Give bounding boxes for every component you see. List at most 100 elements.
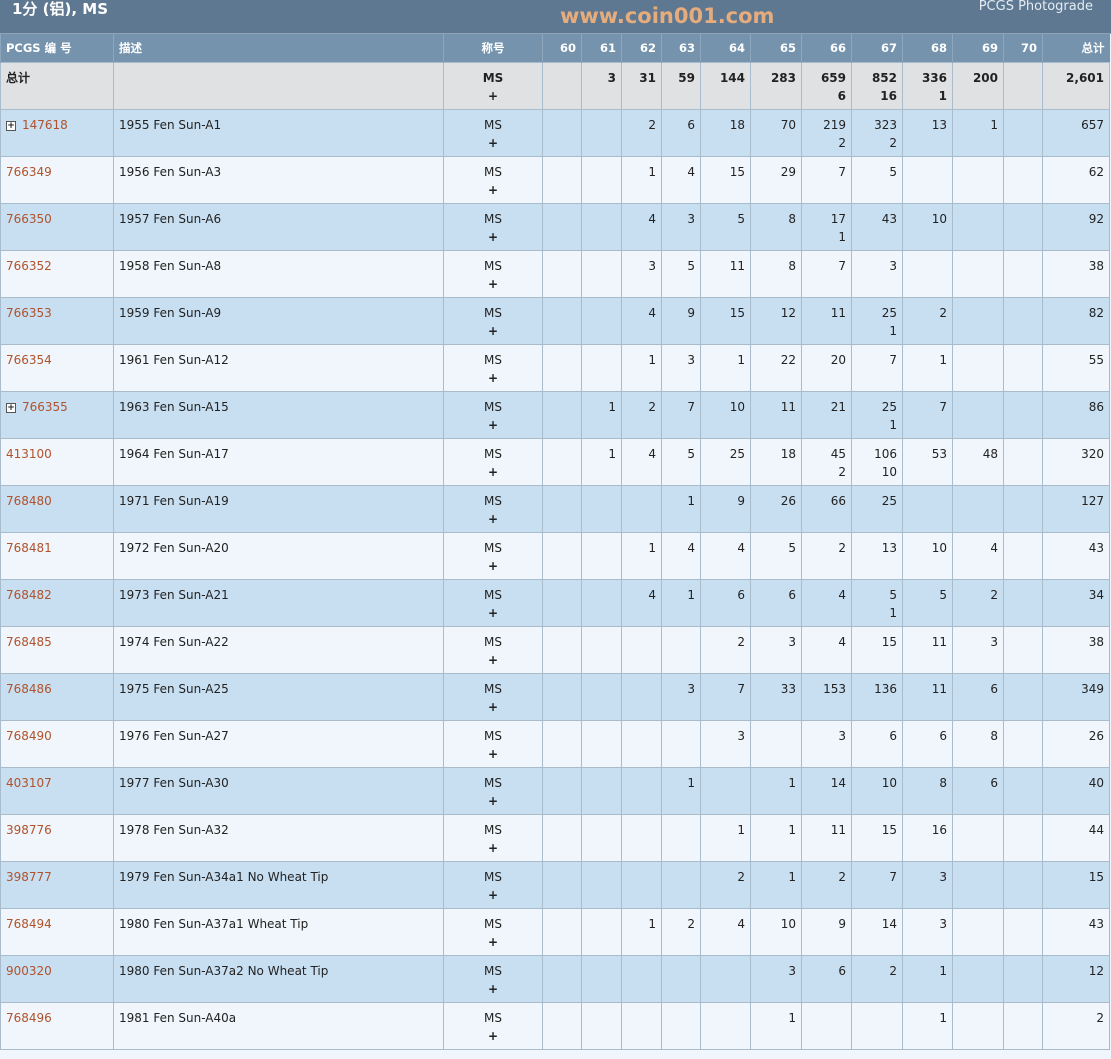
grade-count[interactable]: 10 <box>729 400 745 414</box>
grade-count[interactable]: 4 <box>648 306 656 320</box>
grade-cell-66[interactable]: 66 <box>801 485 852 533</box>
grade-count[interactable]: 25 <box>881 306 897 320</box>
grade-cell-66[interactable]: 4 <box>801 626 852 674</box>
pcgs-number-link[interactable]: 768496 <box>6 1011 52 1025</box>
grade-cell-65[interactable]: 3 <box>750 626 802 674</box>
grade-cell-63[interactable]: 1 <box>661 485 701 533</box>
pcgs-number-link[interactable]: 766350 <box>6 212 52 226</box>
grade-cell-62[interactable]: 1 <box>621 156 662 204</box>
grade-cell-63[interactable]: 3 <box>661 673 701 721</box>
grade-cell-65[interactable]: 10 <box>750 908 802 956</box>
grade-cell-68[interactable]: 7 <box>902 391 953 439</box>
grade-count[interactable]: 336 <box>921 71 947 85</box>
grade-cell-63[interactable]: 4 <box>661 532 701 580</box>
grade-count[interactable]: 8 <box>788 212 796 226</box>
expand-icon[interactable]: + <box>6 403 16 413</box>
pcgs-number-link[interactable]: 398777 <box>6 870 52 884</box>
grade-cell-64[interactable]: 15 <box>700 156 751 204</box>
grade-count[interactable]: 16 <box>931 823 947 837</box>
plus-grade-count[interactable]: 2 <box>889 136 897 150</box>
grade-count[interactable]: 4 <box>687 165 695 179</box>
grade-count[interactable]: 14 <box>830 776 846 790</box>
grade-count[interactable]: 6 <box>687 118 695 132</box>
grade-cell-67[interactable]: 3 <box>851 250 903 298</box>
grade-count[interactable]: 2 <box>838 870 846 884</box>
grade-cell-63[interactable]: 5 <box>661 438 701 486</box>
grade-count[interactable]: 5 <box>687 259 695 273</box>
grade-count[interactable]: 66 <box>830 494 846 508</box>
grade-count[interactable]: 5 <box>737 212 745 226</box>
column-header-total[interactable]: 总计 <box>1042 34 1110 63</box>
grade-count[interactable]: 2 <box>838 541 846 555</box>
grade-count[interactable]: 3 <box>939 870 947 884</box>
grade-count[interactable]: 10 <box>931 212 947 226</box>
grade-cell-64[interactable]: 25 <box>700 438 751 486</box>
grade-cell-67[interactable]: 136 <box>851 673 903 721</box>
grade-count[interactable]: 1 <box>939 1011 947 1025</box>
grade-count[interactable]: 1 <box>939 353 947 367</box>
grade-count[interactable]: 2 <box>687 917 695 931</box>
grade-count[interactable]: 31 <box>639 71 656 85</box>
grade-cell-66[interactable]: 7 <box>801 156 852 204</box>
grade-cell-65[interactable]: 29 <box>750 156 802 204</box>
grade-count[interactable]: 1 <box>788 776 796 790</box>
grade-count[interactable]: 15 <box>881 823 897 837</box>
grade-count[interactable]: 1 <box>737 823 745 837</box>
grade-count[interactable]: 2 <box>990 588 998 602</box>
grade-count[interactable]: 219 <box>823 118 846 132</box>
grade-cell-63[interactable]: 9 <box>661 297 701 345</box>
grade-cell-65[interactable]: 1 <box>750 767 802 815</box>
plus-grade-count[interactable]: 2 <box>838 136 846 150</box>
column-header-grade-64[interactable]: 64 <box>700 34 751 63</box>
grade-cell-63[interactable]: 59 <box>661 62 701 110</box>
grade-cell-65[interactable]: 70 <box>750 109 802 157</box>
grade-count[interactable]: 20 <box>830 353 846 367</box>
grade-cell-64[interactable]: 10 <box>700 391 751 439</box>
grade-cell-67[interactable]: 25 1 <box>851 391 903 439</box>
plus-grade-count[interactable]: 10 <box>881 465 897 479</box>
grade-count[interactable]: 4 <box>648 588 656 602</box>
grade-cell-66[interactable]: 11 <box>801 814 852 862</box>
grade-count[interactable]: 5 <box>687 447 695 461</box>
grade-cell-68[interactable]: 11 <box>902 673 953 721</box>
grade-count[interactable]: 11 <box>830 823 846 837</box>
grade-cell-64[interactable]: 144 <box>700 62 751 110</box>
plus-grade-count[interactable]: 6 <box>837 89 846 103</box>
grade-count[interactable]: 5 <box>889 588 897 602</box>
grade-count[interactable]: 3 <box>990 635 998 649</box>
grade-cell-66[interactable]: 17 1 <box>801 203 852 251</box>
grade-count[interactable]: 8 <box>990 729 998 743</box>
grade-count[interactable]: 3 <box>687 682 695 696</box>
grade-cell-63[interactable]: 3 <box>661 344 701 392</box>
grade-cell-64[interactable]: 11 <box>700 250 751 298</box>
grade-cell-67[interactable]: 7 <box>851 344 903 392</box>
grade-count[interactable]: 3 <box>687 212 695 226</box>
grade-count[interactable]: 3 <box>607 71 616 85</box>
grade-count[interactable]: 3 <box>788 635 796 649</box>
grade-cell-67[interactable]: 5 <box>851 156 903 204</box>
grade-cell-64[interactable]: 3 <box>700 720 751 768</box>
grade-cell-69[interactable]: 3 <box>952 626 1004 674</box>
grade-count[interactable]: 4 <box>838 635 846 649</box>
grade-cell-69[interactable]: 8 <box>952 720 1004 768</box>
grade-cell-62[interactable]: 3 <box>621 250 662 298</box>
grade-count[interactable]: 5 <box>788 541 796 555</box>
grade-count[interactable]: 6 <box>990 682 998 696</box>
grade-cell-68[interactable]: 3 <box>902 908 953 956</box>
grade-count[interactable]: 153 <box>823 682 846 696</box>
grade-count[interactable]: 1 <box>788 1011 796 1025</box>
grade-count[interactable]: 5 <box>939 588 947 602</box>
grade-count[interactable]: 9 <box>687 306 695 320</box>
grade-count[interactable]: 7 <box>838 259 846 273</box>
grade-count[interactable]: 1 <box>687 776 695 790</box>
grade-cell-69[interactable]: 1 <box>952 109 1004 157</box>
grade-count[interactable]: 2 <box>939 306 947 320</box>
column-header-grade-65[interactable]: 65 <box>750 34 802 63</box>
grade-cell-67[interactable]: 13 <box>851 532 903 580</box>
grade-cell-67[interactable]: 15 <box>851 626 903 674</box>
photograde-link[interactable]: PCGS Photograde <box>978 0 1093 14</box>
grade-count[interactable]: 106 <box>874 447 897 461</box>
grade-count[interactable]: 11 <box>830 306 846 320</box>
grade-count[interactable]: 144 <box>719 71 745 85</box>
